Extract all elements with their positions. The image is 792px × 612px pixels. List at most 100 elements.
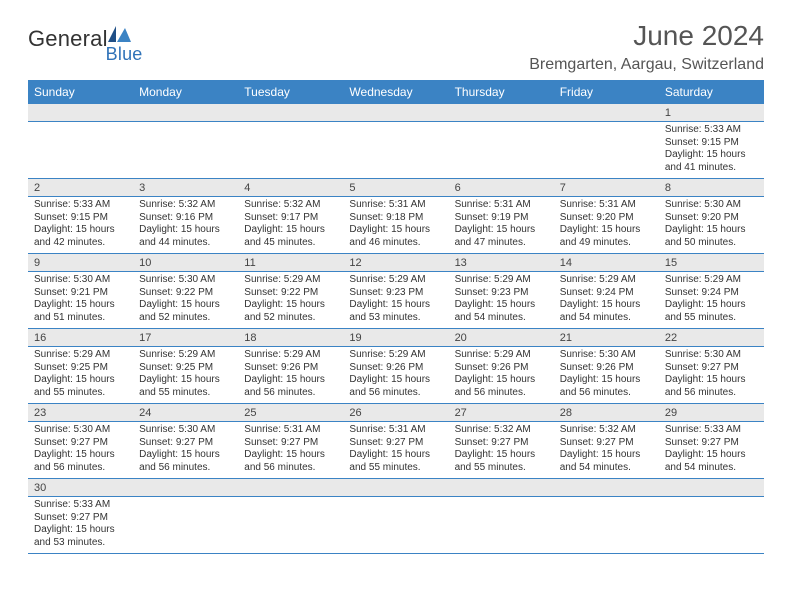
- weekday-header: Friday: [554, 80, 659, 104]
- day-number-row: 30: [28, 479, 764, 497]
- day-content-row: Sunrise: 5:33 AMSunset: 9:15 PMDaylight:…: [28, 122, 764, 179]
- day-number: 11: [238, 254, 343, 271]
- day-number: 12: [343, 254, 448, 271]
- day-cell: Sunrise: 5:29 AMSunset: 9:26 PMDaylight:…: [343, 347, 448, 403]
- day-cell: Sunrise: 5:29 AMSunset: 9:26 PMDaylight:…: [238, 347, 343, 403]
- day-number: [238, 479, 343, 495]
- day-number: [343, 104, 448, 120]
- day-cell: Sunrise: 5:30 AMSunset: 9:20 PMDaylight:…: [659, 197, 764, 253]
- day-cell: Sunrise: 5:32 AMSunset: 9:16 PMDaylight:…: [133, 197, 238, 253]
- day-cell: Sunrise: 5:31 AMSunset: 9:27 PMDaylight:…: [343, 422, 448, 478]
- weekday-header: Monday: [133, 80, 238, 104]
- day-number: [449, 479, 554, 495]
- day-cell: Sunrise: 5:30 AMSunset: 9:27 PMDaylight:…: [28, 422, 133, 478]
- day-number: [238, 104, 343, 120]
- day-cell: [554, 497, 659, 549]
- day-number: [343, 479, 448, 495]
- day-number: 20: [449, 329, 554, 346]
- day-number: 17: [133, 329, 238, 346]
- weekday-header: Saturday: [659, 80, 764, 104]
- day-number: 5: [343, 179, 448, 196]
- day-number: 10: [133, 254, 238, 271]
- month-title: June 2024: [529, 20, 764, 52]
- day-number: 23: [28, 404, 133, 421]
- weekday-header: Sunday: [28, 80, 133, 104]
- day-number-row: 16171819202122: [28, 329, 764, 347]
- day-number: 9: [28, 254, 133, 271]
- day-cell: [554, 122, 659, 174]
- weekday-header: Wednesday: [343, 80, 448, 104]
- calendar-table: Sunday Monday Tuesday Wednesday Thursday…: [28, 80, 764, 554]
- day-cell: Sunrise: 5:31 AMSunset: 9:20 PMDaylight:…: [554, 197, 659, 253]
- day-number: 24: [133, 404, 238, 421]
- weekday-header: Tuesday: [238, 80, 343, 104]
- day-cell: [449, 497, 554, 549]
- weekday-header-row: Sunday Monday Tuesday Wednesday Thursday…: [28, 80, 764, 104]
- day-number: [28, 104, 133, 120]
- day-number: 19: [343, 329, 448, 346]
- day-content-row: Sunrise: 5:33 AMSunset: 9:15 PMDaylight:…: [28, 197, 764, 254]
- day-cell: [343, 497, 448, 549]
- day-number-row: 2345678: [28, 179, 764, 197]
- day-number: 3: [133, 179, 238, 196]
- day-content-row: Sunrise: 5:30 AMSunset: 9:27 PMDaylight:…: [28, 422, 764, 479]
- day-number: 29: [659, 404, 764, 421]
- day-number: 30: [28, 479, 133, 496]
- day-number: [554, 479, 659, 495]
- day-cell: Sunrise: 5:30 AMSunset: 9:27 PMDaylight:…: [659, 347, 764, 403]
- day-cell: [28, 122, 133, 174]
- day-number: 2: [28, 179, 133, 196]
- day-number: 27: [449, 404, 554, 421]
- day-number: [133, 104, 238, 120]
- day-number: 1: [659, 104, 764, 121]
- day-cell: Sunrise: 5:29 AMSunset: 9:25 PMDaylight:…: [133, 347, 238, 403]
- day-number: 6: [449, 179, 554, 196]
- day-cell: Sunrise: 5:33 AMSunset: 9:27 PMDaylight:…: [28, 497, 133, 553]
- day-number-row: 9101112131415: [28, 254, 764, 272]
- day-number: 15: [659, 254, 764, 271]
- day-number: 25: [238, 404, 343, 421]
- day-cell: Sunrise: 5:31 AMSunset: 9:19 PMDaylight:…: [449, 197, 554, 253]
- day-cell: [343, 122, 448, 174]
- day-number: 8: [659, 179, 764, 196]
- day-content-row: Sunrise: 5:29 AMSunset: 9:25 PMDaylight:…: [28, 347, 764, 404]
- day-cell: Sunrise: 5:29 AMSunset: 9:23 PMDaylight:…: [449, 272, 554, 328]
- day-number: [449, 104, 554, 120]
- day-cell: Sunrise: 5:33 AMSunset: 9:15 PMDaylight:…: [28, 197, 133, 253]
- day-cell: Sunrise: 5:29 AMSunset: 9:25 PMDaylight:…: [28, 347, 133, 403]
- day-cell: Sunrise: 5:33 AMSunset: 9:15 PMDaylight:…: [659, 122, 764, 178]
- day-number: 4: [238, 179, 343, 196]
- day-number: 22: [659, 329, 764, 346]
- day-cell: Sunrise: 5:32 AMSunset: 9:27 PMDaylight:…: [449, 422, 554, 478]
- logo-text-2: Blue: [106, 44, 143, 65]
- logo-flag-icon: [108, 26, 132, 44]
- day-cell: Sunrise: 5:29 AMSunset: 9:24 PMDaylight:…: [659, 272, 764, 328]
- day-cell: Sunrise: 5:30 AMSunset: 9:21 PMDaylight:…: [28, 272, 133, 328]
- logo-text-1: General: [28, 26, 108, 51]
- day-number: [133, 479, 238, 495]
- day-cell: [238, 497, 343, 549]
- day-cell: Sunrise: 5:29 AMSunset: 9:22 PMDaylight:…: [238, 272, 343, 328]
- logo-text: General: [28, 26, 108, 52]
- day-content-row: Sunrise: 5:30 AMSunset: 9:21 PMDaylight:…: [28, 272, 764, 329]
- day-cell: Sunrise: 5:31 AMSunset: 9:27 PMDaylight:…: [238, 422, 343, 478]
- day-number: 28: [554, 404, 659, 421]
- day-cell: [659, 497, 764, 549]
- day-number: 18: [238, 329, 343, 346]
- day-cell: [449, 122, 554, 174]
- weekday-header: Thursday: [449, 80, 554, 104]
- day-number: 7: [554, 179, 659, 196]
- day-number-row: 23242526272829: [28, 404, 764, 422]
- day-number: 13: [449, 254, 554, 271]
- day-cell: Sunrise: 5:32 AMSunset: 9:27 PMDaylight:…: [554, 422, 659, 478]
- location-text: Bremgarten, Aargau, Switzerland: [529, 56, 764, 74]
- day-cell: Sunrise: 5:32 AMSunset: 9:17 PMDaylight:…: [238, 197, 343, 253]
- day-number-row: 1: [28, 104, 764, 122]
- day-cell: [238, 122, 343, 174]
- day-number: [659, 479, 764, 495]
- logo: General Blue: [28, 26, 143, 65]
- day-cell: Sunrise: 5:33 AMSunset: 9:27 PMDaylight:…: [659, 422, 764, 478]
- day-number: 21: [554, 329, 659, 346]
- day-cell: Sunrise: 5:29 AMSunset: 9:23 PMDaylight:…: [343, 272, 448, 328]
- day-cell: [133, 497, 238, 549]
